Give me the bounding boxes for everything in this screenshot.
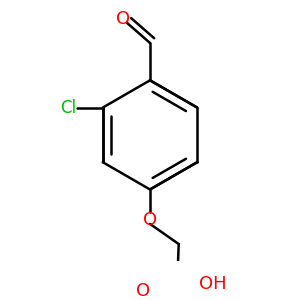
Text: O: O (136, 282, 151, 300)
Text: Cl: Cl (60, 99, 76, 117)
Text: O: O (143, 211, 157, 229)
Text: O: O (116, 10, 130, 28)
Text: OH: OH (200, 275, 227, 293)
